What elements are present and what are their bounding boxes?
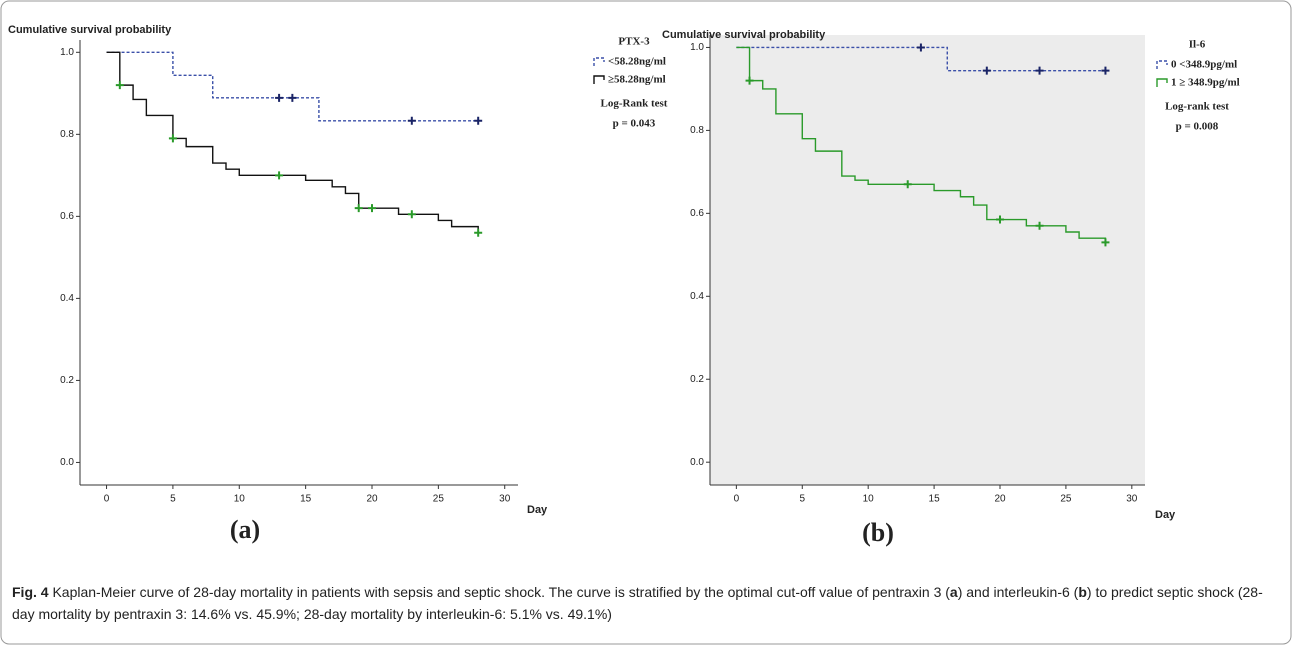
censor-mark bbox=[1035, 221, 1044, 230]
x-tick-label: 25 bbox=[433, 494, 445, 505]
survival-line bbox=[736, 46, 1107, 243]
legend-symbol bbox=[1156, 78, 1168, 87]
annotation: p = 0.008 bbox=[1176, 121, 1219, 133]
y-axis-title: Cumulative survival probability bbox=[662, 29, 826, 41]
x-tick-label: 25 bbox=[1060, 494, 1072, 505]
x-tick-label: 15 bbox=[300, 494, 312, 505]
caption-text: ) to predict septic shock (28-day mortal… bbox=[12, 584, 1263, 622]
y-tick-label: 1.0 bbox=[60, 47, 74, 58]
x-tick-label: 5 bbox=[799, 494, 805, 505]
caption-text: ) and interleukin-6 ( bbox=[957, 584, 1079, 600]
censor-mark bbox=[407, 210, 416, 219]
survival-line bbox=[106, 51, 479, 122]
y-tick-label: 0.0 bbox=[60, 457, 74, 468]
censor-mark bbox=[982, 66, 991, 75]
plot-background bbox=[710, 35, 1145, 485]
censor-mark bbox=[916, 43, 925, 52]
x-tick-label: 0 bbox=[734, 494, 740, 505]
censor-mark bbox=[745, 76, 754, 85]
censor-mark bbox=[168, 134, 177, 143]
censor-mark bbox=[474, 228, 483, 237]
y-tick-label: 1.0 bbox=[690, 42, 704, 53]
censor-mark bbox=[275, 171, 284, 180]
censor-mark bbox=[368, 204, 376, 213]
censor-mark bbox=[474, 116, 483, 125]
panel-label: (a) bbox=[230, 515, 260, 544]
censor-mark bbox=[407, 116, 416, 125]
censor-mark bbox=[1101, 66, 1110, 75]
x-tick-label: 5 bbox=[170, 494, 176, 505]
legend-symbol bbox=[593, 75, 605, 84]
x-axis-title: Day bbox=[527, 504, 548, 516]
survival-line bbox=[106, 51, 479, 233]
caption-bold: a bbox=[949, 584, 958, 600]
censor-mark bbox=[115, 81, 124, 90]
y-tick-label: 0.8 bbox=[690, 125, 704, 136]
x-axis-title: Day bbox=[1155, 509, 1176, 521]
censor-mark bbox=[354, 204, 363, 213]
annotation: Log-rank test bbox=[1165, 101, 1229, 113]
x-tick-label: 30 bbox=[499, 494, 511, 505]
y-tick-label: 0.6 bbox=[60, 211, 74, 222]
y-tick-label: 0.2 bbox=[690, 374, 704, 385]
legend-title: PTX-3 bbox=[618, 36, 650, 48]
y-tick-label: 0.4 bbox=[60, 293, 74, 304]
y-tick-label: 0.0 bbox=[690, 457, 704, 468]
legend-label: ≥58.28ng/ml bbox=[608, 74, 666, 86]
legend-symbol bbox=[593, 57, 605, 66]
x-tick-label: 30 bbox=[1126, 494, 1138, 505]
caption: Fig. 4 Kaplan-Meier curve of 28-day mort… bbox=[12, 581, 1280, 625]
annotation: Log-Rank test bbox=[601, 98, 668, 110]
caption-bold: b bbox=[1078, 584, 1087, 600]
survival-line bbox=[736, 46, 1106, 72]
legend-label: 0 <348.9pg/ml bbox=[1171, 59, 1237, 71]
panel-label: (b) bbox=[862, 518, 894, 547]
x-tick-label: 0 bbox=[104, 494, 110, 505]
x-tick-label: 10 bbox=[863, 494, 875, 505]
x-tick-label: 15 bbox=[929, 494, 941, 505]
y-tick-label: 0.8 bbox=[60, 129, 74, 140]
censor-mark bbox=[1101, 238, 1110, 247]
x-tick-label: 10 bbox=[234, 494, 246, 505]
caption-text: Kaplan-Meier curve of 28-day mortality i… bbox=[48, 584, 950, 600]
censor-mark bbox=[1035, 66, 1044, 75]
censor-mark bbox=[288, 93, 297, 102]
censor-mark bbox=[996, 215, 1004, 224]
legend-symbol bbox=[1156, 60, 1168, 69]
legend-label: <58.28ng/ml bbox=[608, 56, 666, 68]
x-tick-label: 20 bbox=[366, 494, 378, 505]
y-tick-label: 0.6 bbox=[690, 208, 704, 219]
annotation: p = 0.043 bbox=[613, 118, 656, 130]
censor-mark bbox=[275, 93, 284, 102]
caption-bold: Fig. 4 bbox=[12, 584, 49, 600]
y-tick-label: 0.4 bbox=[690, 291, 704, 302]
x-tick-label: 20 bbox=[994, 494, 1006, 505]
y-axis-title: Cumulative survival probability bbox=[8, 24, 172, 36]
legend-label: 1 ≥ 348.9pg/ml bbox=[1171, 77, 1240, 89]
y-tick-label: 0.2 bbox=[60, 375, 74, 386]
censor-mark bbox=[903, 180, 912, 189]
legend-title: Il-6 bbox=[1189, 39, 1206, 51]
